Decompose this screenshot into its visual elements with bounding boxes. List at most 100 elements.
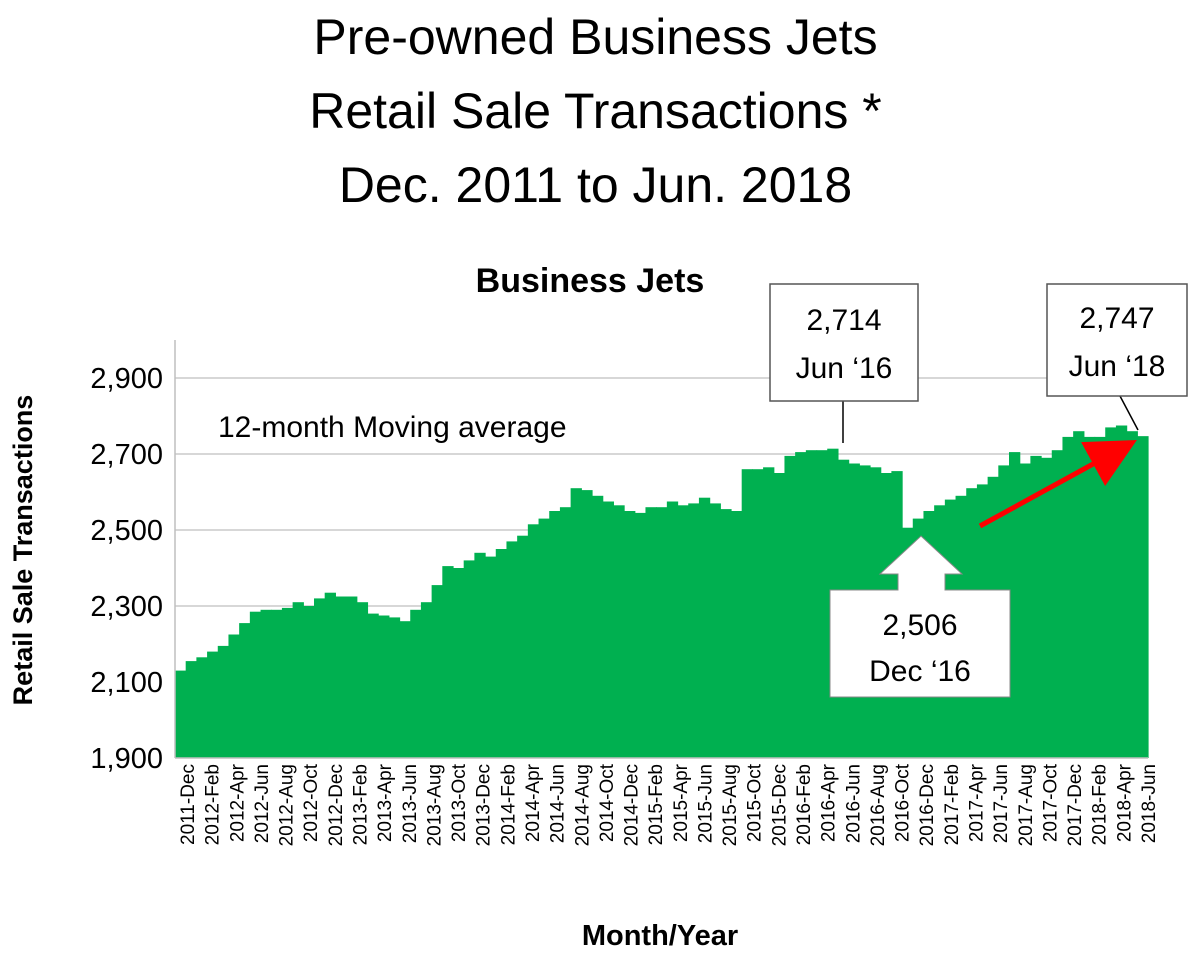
- chart-title-block: Pre-owned Business Jets Retail Sale Tran…: [0, 0, 1191, 222]
- x-axis-ticks: 2011-Dec 2012-Feb 2012-Apr 2012-Jun 2012-Aug…: [178, 763, 1160, 846]
- y-axis-ticks: 1,900 2,100 2,300 2,500 2,700 2,900: [90, 363, 163, 775]
- x-tick-label: 2013-Dec: [474, 764, 495, 846]
- x-tick-label: 2017-Feb: [942, 764, 963, 845]
- area-bar: [314, 598, 326, 758]
- x-tick-label: 2015-Feb: [646, 764, 667, 845]
- area-bar: [602, 501, 614, 758]
- area-bar: [410, 609, 422, 758]
- x-axis-label: Month/Year: [582, 920, 738, 952]
- area-bar: [795, 452, 807, 758]
- callout-jun-16-box: [769, 283, 919, 402]
- area-bar: [741, 469, 753, 758]
- x-tick-label: 2016-Jun: [843, 764, 864, 843]
- x-tick-label: 2016-Feb: [794, 764, 815, 845]
- area-bar: [570, 488, 582, 758]
- area-bar: [1083, 436, 1096, 758]
- area-bar: [592, 495, 604, 758]
- area-bar: [324, 592, 336, 758]
- moving-average-label: 12-month Moving average: [218, 411, 567, 444]
- callout-dec-16-value: 2,506: [882, 609, 957, 642]
- x-tick-label: 2015-Jun: [696, 764, 717, 843]
- x-tick-label: 2012-Oct: [301, 763, 322, 842]
- area-bar: [752, 469, 764, 758]
- callout-jun-16-date: Jun ‘16: [796, 352, 893, 385]
- plot-title: Business Jets: [476, 262, 705, 300]
- area-bar: [1009, 452, 1021, 758]
- area-bar: [1073, 431, 1085, 758]
- x-tick-label: 2014-Feb: [498, 764, 519, 845]
- x-tick-label: 2015-Apr: [671, 763, 692, 842]
- area-bar: [527, 524, 540, 758]
- x-tick-label: 2017-Apr: [967, 763, 988, 842]
- y-tick-label: 2,900: [90, 363, 163, 395]
- callout-dec-16-arrow-box: [829, 535, 1011, 698]
- area-bar: [335, 596, 347, 758]
- chart-title-line-1: Pre-owned Business Jets: [313, 9, 878, 65]
- area-bar: [271, 609, 283, 758]
- area-bar: [1051, 450, 1064, 758]
- area-bar: [720, 509, 732, 758]
- x-tick-label: 2013-Apr: [375, 763, 396, 842]
- area-bar: [228, 634, 240, 758]
- x-tick-label: 2015-Dec: [769, 764, 790, 846]
- x-tick-label: 2012-Feb: [203, 764, 224, 845]
- area-bar: [1062, 436, 1074, 758]
- x-tick-label: 2012-Aug: [277, 764, 298, 846]
- area-bar: [1094, 436, 1106, 758]
- area-bar: [249, 611, 262, 758]
- chart-title-line-3: Dec. 2011 to Jun. 2018: [338, 157, 853, 213]
- area-bar: [549, 511, 561, 758]
- x-tick-label: 2017-Aug: [1016, 764, 1037, 846]
- x-tick-label: 2017-Oct: [1040, 763, 1061, 842]
- callout-jun-18-value: 2,747: [1079, 302, 1154, 335]
- area-bar: [1126, 431, 1138, 758]
- callout-jun-18: 2,747 Jun ‘18: [1046, 283, 1188, 431]
- area-bar: [731, 511, 743, 758]
- area-bar: [356, 602, 369, 758]
- callout-jun-18-leader: [1119, 395, 1139, 431]
- area-bar: [677, 505, 689, 758]
- area-bar: [559, 507, 572, 758]
- area-bar: [613, 505, 625, 758]
- area-bar: [399, 621, 411, 758]
- area-bar: [1041, 457, 1053, 758]
- x-tick-label: 2014-Oct: [597, 763, 618, 842]
- area-bar: [634, 512, 647, 758]
- x-tick-label: 2018-Feb: [1090, 764, 1111, 845]
- area-bar: [816, 450, 828, 758]
- area-bar: [581, 490, 593, 758]
- trend-arrow: [978, 439, 1137, 529]
- area-bar: [1115, 425, 1128, 758]
- area-bar: [442, 566, 454, 758]
- area-bar: [538, 518, 550, 758]
- x-tick-label: 2015-Aug: [720, 764, 741, 846]
- area-bar: [431, 585, 443, 758]
- area-bar: [367, 613, 379, 758]
- area-bar: [784, 455, 796, 758]
- x-tick-label: 2016-Aug: [868, 764, 889, 846]
- area-bar: [303, 606, 315, 758]
- x-tick-label: 2017-Dec: [1065, 764, 1086, 846]
- y-tick-label: 2,100: [90, 667, 163, 699]
- area-bar: [506, 541, 518, 758]
- x-tick-label: 2018-Apr: [1114, 763, 1135, 842]
- x-tick-label: 2016-Apr: [819, 763, 840, 842]
- area-bar: [196, 657, 208, 758]
- x-tick-label: 2017-Jun: [991, 764, 1012, 843]
- area-bar: [217, 645, 230, 758]
- area-bar: [378, 615, 390, 758]
- x-tick-label: 2012-Dec: [326, 764, 347, 846]
- area-bar: [346, 596, 358, 758]
- trend-arrow-line: [978, 439, 1137, 529]
- callout-dec-16: 2,506 Dec ‘16: [829, 535, 1011, 698]
- area-bar: [763, 467, 775, 758]
- x-tick-label: 2013-Feb: [351, 764, 372, 845]
- area-bar: [292, 602, 304, 758]
- x-tick-label: 2012-Jun: [252, 764, 273, 843]
- y-tick-label: 2,300: [90, 591, 163, 623]
- callout-jun-16: 2,714 Jun ‘16: [769, 283, 919, 443]
- x-tick-label: 2015-Oct: [745, 763, 766, 842]
- area-bar: [474, 552, 486, 758]
- callout-jun-18-box: [1046, 283, 1188, 397]
